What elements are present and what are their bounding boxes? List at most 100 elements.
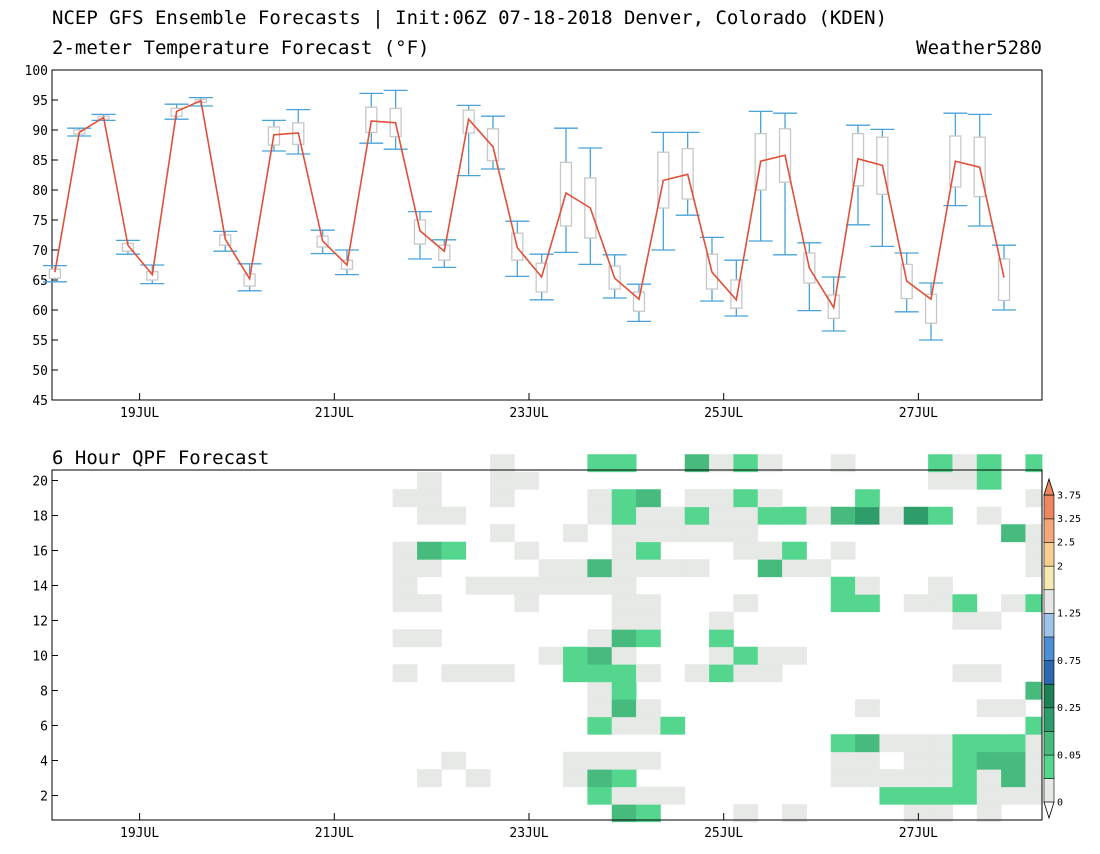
temperature-x-tick-label: 23JUL bbox=[509, 406, 548, 421]
qpf-cell bbox=[976, 664, 1002, 683]
qpf-cell bbox=[465, 576, 491, 595]
qpf-cell bbox=[587, 716, 613, 735]
qpf-y-tick-label: 18 bbox=[32, 510, 48, 525]
qpf-plot-frame bbox=[51, 469, 1043, 821]
temperature-y-tick-label: 65 bbox=[32, 274, 48, 289]
qpf-cell bbox=[660, 716, 686, 735]
qpf-cell bbox=[490, 454, 515, 473]
qpf-cell bbox=[563, 576, 588, 595]
qpf-cell bbox=[733, 594, 759, 613]
qpf-cell bbox=[952, 611, 978, 630]
qpf-cell bbox=[611, 786, 637, 805]
qpf-cell bbox=[587, 786, 613, 805]
colorbar-segment bbox=[1043, 589, 1055, 614]
qpf-cell bbox=[587, 559, 613, 578]
qpf-cell bbox=[538, 646, 564, 665]
qpf-cell bbox=[709, 629, 734, 648]
qpf-cell bbox=[392, 629, 418, 648]
qpf-cell bbox=[976, 471, 1002, 490]
qpf-cell bbox=[684, 489, 710, 508]
interquartile-box bbox=[730, 279, 743, 309]
qpf-cell bbox=[952, 454, 978, 473]
qpf-cell bbox=[514, 576, 540, 595]
qpf-cell bbox=[611, 454, 637, 473]
qpf-cell bbox=[709, 454, 734, 473]
qpf-cell bbox=[392, 576, 418, 595]
qpf-cell bbox=[392, 489, 418, 508]
qpf-cell bbox=[417, 541, 442, 560]
interquartile-box bbox=[486, 128, 500, 162]
qpf-cell bbox=[928, 594, 953, 613]
colorbar-segment bbox=[1043, 707, 1055, 732]
colorbar-segment bbox=[1043, 636, 1055, 661]
qpf-cell bbox=[903, 804, 929, 823]
qpf-cell bbox=[611, 594, 637, 613]
qpf-cell bbox=[417, 471, 442, 490]
colorbar-segment bbox=[1043, 730, 1055, 756]
qpf-cell bbox=[611, 716, 637, 735]
colorbar-tick-label: 3.25 bbox=[1057, 514, 1081, 525]
qpf-cell bbox=[976, 786, 1002, 805]
qpf-cell bbox=[417, 489, 442, 508]
ensemble-box bbox=[432, 239, 457, 269]
qpf-cell bbox=[855, 699, 880, 718]
qpf-cell bbox=[417, 559, 442, 578]
ensemble-median-line bbox=[54, 99, 1005, 310]
qpf-cell bbox=[636, 611, 661, 630]
qpf-x-tick-label: 27JUL bbox=[899, 826, 938, 841]
qpf-cell bbox=[976, 699, 1002, 718]
qpf-cell bbox=[660, 524, 686, 543]
qpf-cell bbox=[879, 786, 905, 805]
qpf-cell bbox=[952, 664, 978, 683]
qpf-cell bbox=[928, 769, 953, 788]
colorbar-segment bbox=[1043, 565, 1055, 591]
qpf-cell bbox=[976, 611, 1002, 630]
ensemble-box bbox=[626, 283, 651, 323]
qpf-cell bbox=[1001, 786, 1026, 805]
qpf-cell bbox=[636, 664, 661, 683]
qpf-cell bbox=[782, 559, 807, 578]
qpf-cell bbox=[757, 646, 783, 665]
qpf-cell bbox=[660, 559, 686, 578]
qpf-cell bbox=[636, 524, 661, 543]
qpf-cell bbox=[417, 769, 442, 788]
qpf-cell bbox=[611, 751, 637, 770]
qpf-cell bbox=[782, 646, 807, 665]
qpf-cell bbox=[417, 629, 442, 648]
qpf-cell bbox=[976, 506, 1002, 525]
qpf-cells bbox=[392, 454, 1043, 823]
qpf-cell bbox=[952, 786, 978, 805]
qpf-cell bbox=[1025, 751, 1043, 770]
temperature-y-tick-label: 70 bbox=[32, 244, 48, 259]
qpf-cell bbox=[441, 506, 467, 525]
qpf-cell bbox=[392, 559, 418, 578]
temperature-y-tick-label: 80 bbox=[32, 184, 48, 199]
interquartile-box bbox=[413, 219, 427, 245]
qpf-cell bbox=[587, 629, 613, 648]
qpf-cell bbox=[928, 576, 953, 595]
qpf-cell bbox=[636, 786, 661, 805]
qpf-cell bbox=[757, 489, 783, 508]
qpf-cell bbox=[879, 506, 905, 525]
qpf-cell bbox=[830, 594, 856, 613]
qpf-cell bbox=[611, 524, 637, 543]
qpf-y-tick-label: 20 bbox=[32, 475, 48, 490]
qpf-cell bbox=[733, 664, 759, 683]
qpf-cell bbox=[733, 489, 759, 508]
qpf-cell bbox=[636, 751, 661, 770]
qpf-cell bbox=[903, 734, 929, 753]
qpf-cell bbox=[879, 769, 905, 788]
qpf-cell bbox=[952, 594, 978, 613]
qpf-cell bbox=[1025, 594, 1043, 613]
qpf-cell bbox=[392, 541, 418, 560]
qpf-cell bbox=[441, 664, 467, 683]
qpf-cell bbox=[1025, 524, 1043, 543]
qpf-cell bbox=[587, 646, 613, 665]
ensemble-box bbox=[919, 282, 944, 341]
ensemble-box bbox=[992, 244, 1017, 311]
qpf-cell bbox=[757, 559, 783, 578]
colorbar-segment bbox=[1043, 660, 1055, 685]
qpf-cell bbox=[976, 769, 1002, 788]
temperature-y-tick-label: 45 bbox=[32, 394, 48, 409]
